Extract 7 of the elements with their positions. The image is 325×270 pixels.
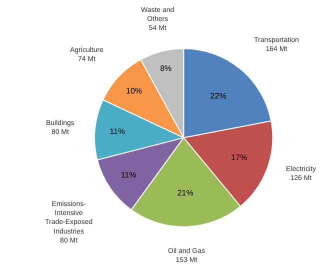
- data-label: 22%: [210, 91, 226, 100]
- data-label: 8%: [160, 64, 172, 74]
- data-label: 11%: [110, 126, 126, 136]
- data-label: 17%: [231, 153, 248, 162]
- data-label: 11%: [120, 170, 136, 180]
- data-label: 10%: [126, 86, 142, 96]
- data-label: 21%: [177, 188, 194, 198]
